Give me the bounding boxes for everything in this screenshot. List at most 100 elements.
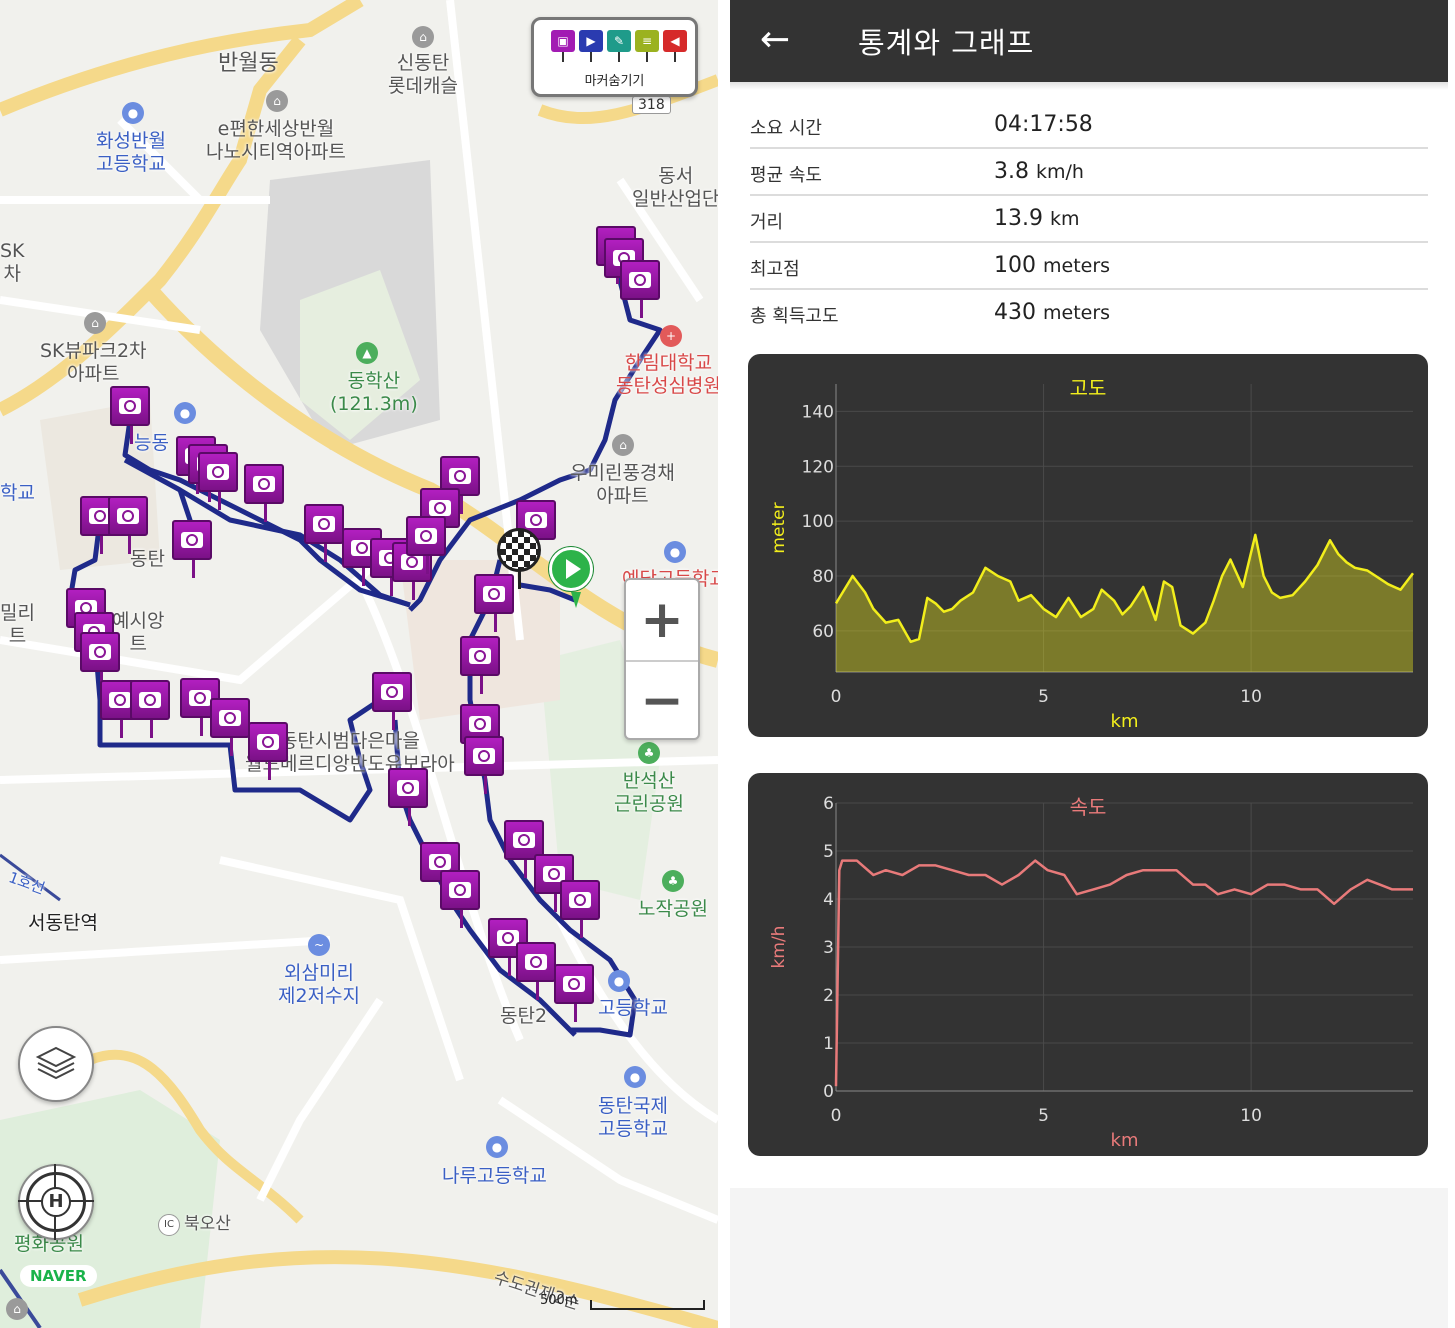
map-label-dongtan-intl: 동탄국제 고등학교 bbox=[598, 1095, 668, 1140]
photo-marker-camera-icon[interactable] bbox=[244, 464, 284, 522]
road-318-badge: 318 bbox=[632, 96, 671, 114]
y-tick-label: 5 bbox=[823, 842, 834, 862]
photo-marker-camera-icon[interactable] bbox=[406, 516, 446, 574]
app-bar: ← 통계와 그래프 bbox=[730, 0, 1448, 82]
photo-marker-camera-icon[interactable] bbox=[440, 870, 480, 928]
reservoir-icon: ~ bbox=[308, 934, 330, 956]
app-bar-shadow bbox=[730, 82, 1448, 90]
series-line bbox=[834, 859, 1413, 1087]
map-label-yesi: 예시앙 트 bbox=[112, 610, 165, 655]
y-tick-label: 120 bbox=[802, 457, 834, 477]
photo-marker-camera-icon[interactable] bbox=[304, 504, 344, 562]
photo-marker-camera-icon[interactable] bbox=[172, 520, 212, 578]
photo-marker-camera-icon[interactable] bbox=[460, 636, 500, 694]
school-icon: ● bbox=[122, 102, 144, 124]
photo-marker-camera-icon[interactable] bbox=[554, 964, 594, 1022]
camera-marker-icon: ▣ bbox=[551, 30, 575, 62]
photo-marker-camera-icon[interactable] bbox=[210, 698, 250, 756]
apartment-icon: ⌂ bbox=[84, 312, 106, 334]
series-area bbox=[836, 534, 1413, 672]
photo-marker-camera-icon[interactable] bbox=[388, 768, 428, 826]
school-icon: ● bbox=[624, 1066, 646, 1088]
map-label-sk-view: SK뷰파크2차 아파트 bbox=[40, 340, 147, 385]
apartment-icon: ⌂ bbox=[6, 1298, 28, 1320]
zoom-out-button[interactable]: − bbox=[626, 660, 698, 739]
photo-marker-camera-icon[interactable] bbox=[620, 260, 660, 318]
stat-number: 100 bbox=[994, 253, 1036, 278]
stat-row-max-altitude: 최고점 100 meters bbox=[750, 243, 1428, 290]
map-label-hallym: 한림대학교 동탄성심병원 bbox=[616, 352, 718, 397]
map-label-sindongtan-lotte: 신동탄 롯데캐슬 bbox=[388, 52, 458, 97]
stat-row-avg-speed: 평균 속도 3.8 km/h bbox=[750, 149, 1428, 196]
photo-marker-camera-icon[interactable] bbox=[198, 452, 238, 510]
scale-bar bbox=[590, 1300, 705, 1310]
map-label-school-left: 학교 bbox=[0, 482, 35, 504]
map-label-banseoksan: 반석산 근린공원 bbox=[614, 770, 684, 815]
map-label-banwol-dong: 반월동 bbox=[218, 51, 279, 76]
y-tick-label: 6 bbox=[823, 794, 834, 814]
photo-marker-camera-icon[interactable] bbox=[248, 722, 288, 780]
photo-marker-camera-icon[interactable] bbox=[80, 632, 120, 690]
photo-marker-camera-icon[interactable] bbox=[108, 496, 148, 554]
helipad-icon: H bbox=[41, 1187, 71, 1217]
bottom-empty-area bbox=[730, 1188, 1448, 1328]
naver-logo: NAVER bbox=[20, 1265, 97, 1287]
photo-marker-camera-icon[interactable] bbox=[516, 500, 556, 558]
stat-value: 430 meters bbox=[994, 300, 1110, 325]
mountain-icon: ▲ bbox=[356, 342, 378, 364]
photo-marker-camera-icon[interactable] bbox=[504, 820, 544, 878]
photo-marker-camera-icon[interactable] bbox=[474, 574, 514, 632]
stat-label: 총 획득고도 bbox=[750, 306, 839, 327]
alert-marker-icon: ◀ bbox=[663, 30, 687, 62]
apartment-icon: ⌂ bbox=[266, 90, 288, 112]
photo-marker-camera-icon[interactable] bbox=[110, 386, 150, 444]
zoom-in-button[interactable]: + bbox=[640, 589, 684, 650]
y-tick-label: 140 bbox=[802, 402, 834, 422]
map-label-umirin: 우미린풍경채 아파트 bbox=[570, 462, 675, 507]
school-icon: ● bbox=[486, 1136, 508, 1158]
photo-marker-camera-icon[interactable] bbox=[560, 880, 600, 938]
back-arrow-icon[interactable]: ← bbox=[760, 19, 791, 60]
page-title: 통계와 그래프 bbox=[858, 26, 1035, 60]
photo-marker-camera-icon[interactable] bbox=[372, 672, 412, 730]
map-label-bugosan: 북오산 bbox=[184, 1214, 231, 1234]
photo-marker-camera-icon[interactable] bbox=[464, 736, 504, 794]
photo-marker-camera-icon[interactable] bbox=[516, 942, 556, 1000]
layers-button[interactable] bbox=[18, 1026, 94, 1102]
stat-number: 13.9 bbox=[994, 206, 1043, 231]
apartment-icon: ⌂ bbox=[412, 26, 434, 48]
location-helipad-button[interactable]: H bbox=[18, 1164, 94, 1240]
stat-value: 3.8 km/h bbox=[994, 159, 1084, 184]
stat-value: 100 meters bbox=[994, 253, 1110, 278]
map-label-mili: 밀리 트 bbox=[0, 602, 35, 647]
photo-marker-camera-icon[interactable] bbox=[534, 854, 574, 912]
map-view[interactable]: 반월동 신동탄 롯데캐슬 화성반월 고등학교 e편한세상반월 나노시티역아파트 … bbox=[0, 0, 718, 1328]
map-label-dongtan2: 동탄2 bbox=[500, 1005, 548, 1027]
marker-hide-toggle[interactable]: ▣ ▶ ✎ ≡ ◀ 마커숨기기 bbox=[531, 17, 698, 97]
park-icon: ♣ bbox=[638, 742, 660, 764]
map-label-seodongtan: 서동탄역 bbox=[28, 912, 98, 934]
altitude-chart-svg: 0 5 10 60 80 100 120 140 km meter bbox=[769, 384, 1414, 732]
x-axis-label: km bbox=[1111, 1130, 1139, 1151]
y-tick-label: 100 bbox=[802, 512, 834, 532]
speed-chart: 0 5 10 0 1 2 3 4 5 6 km km/h 속도 bbox=[748, 773, 1428, 1156]
x-tick-label: 5 bbox=[1038, 1106, 1049, 1126]
scale-label: 500m bbox=[540, 1293, 578, 1308]
stat-number: 3.8 bbox=[994, 159, 1029, 184]
map-label-neungdong: 능동 bbox=[134, 432, 169, 454]
y-tick-label: 4 bbox=[823, 890, 834, 910]
y-tick-label: 80 bbox=[812, 567, 834, 587]
photo-marker-camera-icon[interactable] bbox=[130, 680, 170, 738]
x-tick-label: 10 bbox=[1240, 1106, 1262, 1126]
stat-value: 04:17:58 bbox=[994, 112, 1093, 137]
map-label-sk-left: SK 차 bbox=[0, 240, 25, 285]
marker-hide-label: 마커숨기기 bbox=[584, 74, 645, 89]
zoom-control: + − bbox=[624, 578, 700, 740]
school-icon: ● bbox=[174, 402, 196, 424]
finish-flag-icon[interactable] bbox=[497, 528, 541, 589]
note-marker-icon: ✎ bbox=[607, 30, 631, 62]
y-axis-label: meter bbox=[769, 502, 789, 553]
map-label-dongtan-high-suffix: 고등학교 bbox=[598, 997, 668, 1019]
start-play-icon[interactable] bbox=[549, 547, 593, 608]
altitude-chart-title: 고도 bbox=[1069, 376, 1107, 400]
